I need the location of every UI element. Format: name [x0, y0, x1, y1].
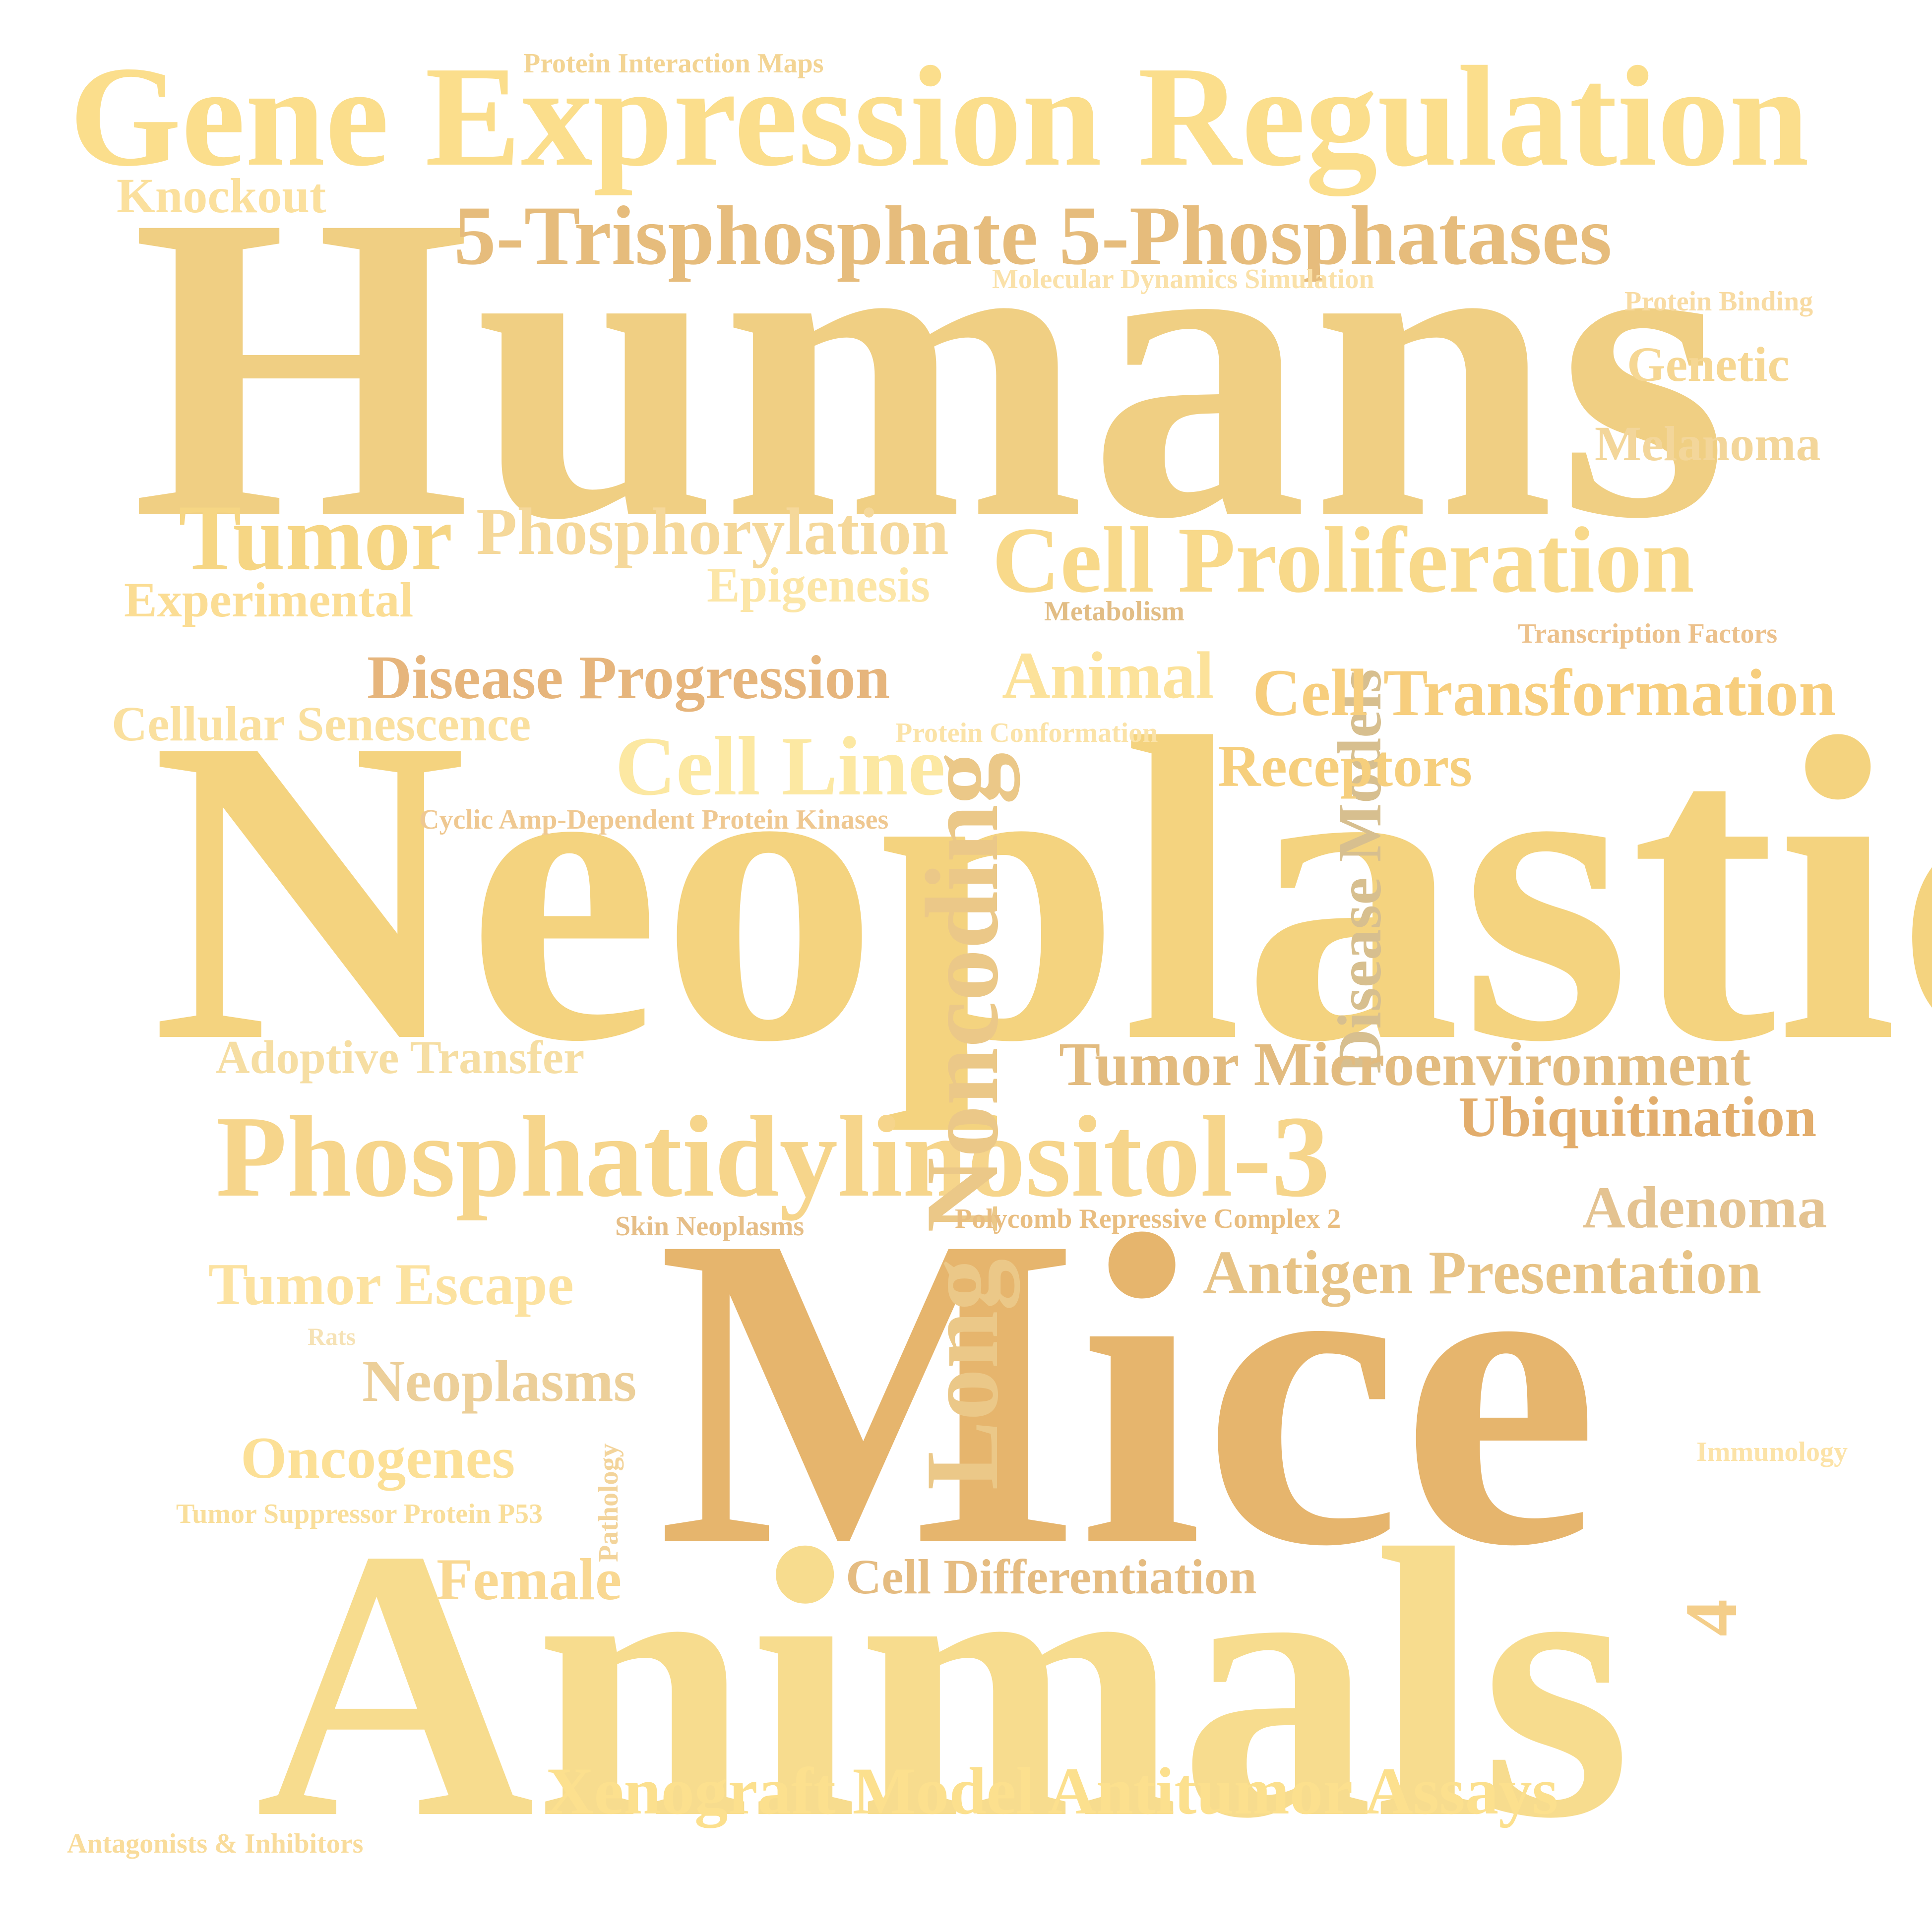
word-skin-neoplasms: Skin Neoplasms: [615, 1211, 805, 1242]
word-cell-transformation: Cell Transformation: [1252, 656, 1836, 730]
word-humans: Humans: [131, 125, 1732, 608]
word-oncogenes: Oncogenes: [241, 1425, 515, 1491]
word-protein-binding: Protein Binding: [1624, 286, 1813, 317]
word-animals: Animals: [255, 1469, 1631, 1898]
word-long-noncoding: Long Noncoding: [905, 752, 1020, 1490]
word-transcription-factors: Transcription Factors: [1518, 618, 1778, 649]
word-gene-expression-regulation: Gene Expression Regulation: [69, 37, 1809, 196]
word-animal: Animal: [1002, 639, 1214, 713]
word-phosphatidylinositol-3: Phosphatidylinositol-3: [216, 1092, 1330, 1221]
word-ubiquitination: Ubiquitination: [1458, 1086, 1817, 1148]
word-cell-proliferation: Cell Proliferation: [992, 508, 1694, 612]
word-immunology: Immunology: [1696, 1437, 1848, 1467]
word-genetic: Genetic: [1627, 337, 1790, 392]
word-epigenesis: Epigenesis: [707, 557, 931, 612]
word-4: 4: [1670, 1599, 1752, 1636]
word-cyclic-amp-dependent-protein-kinases: Cyclic Amp-Dependent Protein Kinases: [419, 804, 889, 835]
word-experimental: Experimental: [124, 572, 414, 627]
word-melanoma: Melanoma: [1595, 416, 1821, 471]
word-pathology: Pathology: [593, 1443, 624, 1562]
word-protein-interaction-maps: Protein Interaction Maps: [523, 48, 824, 79]
word-disease-progression: Disease Progression: [367, 644, 890, 712]
word-antagonists-and-inhibitors: Antagonists & Inhibitors: [67, 1828, 364, 1859]
word-metabolism: Metabolism: [1044, 596, 1185, 627]
word-cell-line: Cell Line: [615, 720, 945, 813]
word-protein-conformation: Protein Conformation: [895, 718, 1158, 748]
word-cellular-senescence: Cellular Senescence: [112, 696, 531, 751]
word-tumor-escape: Tumor Escape: [208, 1251, 574, 1317]
word-tumor-suppressor-protein-p53: Tumor Suppressor Protein P53: [176, 1499, 543, 1529]
word-female: Female: [436, 1546, 622, 1612]
word-tumor-microenvironment: Tumor Microenvironment: [1059, 1030, 1751, 1099]
word-neoplastic: Neoplastic: [151, 649, 1932, 1132]
word-rats: Rats: [308, 1323, 356, 1350]
word-polycomb-repressive-complex-2: Polycomb Repressive Complex 2: [955, 1204, 1341, 1234]
word-receptors: Receptors: [1218, 733, 1473, 799]
word-mice: Mice: [657, 1144, 1599, 1638]
word-xenograft-model-antitumor-assays: Xenograft Model Antitumor Assays: [546, 1754, 1558, 1828]
word-phosphorylation: Phosphorylation: [476, 495, 949, 569]
word-molecular-dynamics-simulation: Molecular Dynamics Simulation: [992, 264, 1374, 295]
word-antigen-presentation: Antigen Presentation: [1203, 1239, 1762, 1307]
word-adoptive-transfer: Adoptive Transfer: [216, 1031, 585, 1084]
word-adenoma: Adenoma: [1582, 1174, 1827, 1240]
word-cell-differentiation: Cell Differentiation: [846, 1549, 1257, 1604]
word-neoplasms: Neoplasms: [362, 1348, 637, 1414]
word-tumor: Tumor: [179, 486, 453, 590]
word-knockout: Knockout: [117, 168, 326, 223]
word-5-trisphosphate-5-phosphatases: 5-Trisphosphate 5-Phosphatases: [454, 189, 1612, 282]
